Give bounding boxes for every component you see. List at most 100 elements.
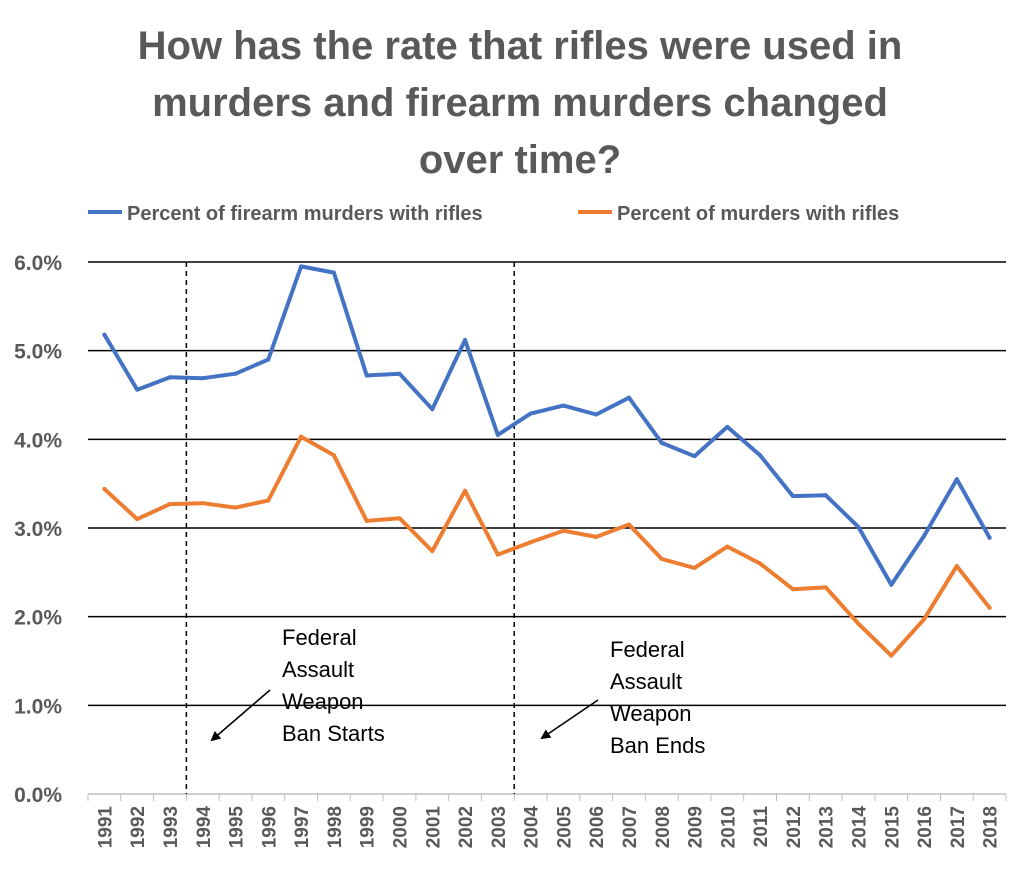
x-tick-label: 1993 [161, 806, 182, 848]
data-point [200, 376, 205, 381]
annotation-text: Weapon [610, 701, 692, 726]
data-point [299, 264, 304, 269]
x-tick-label: 1991 [95, 806, 116, 849]
annotation-text: Federal [610, 637, 685, 662]
data-point [397, 516, 402, 521]
y-tick-label: 5.0% [14, 341, 62, 364]
data-point [889, 653, 894, 658]
annotation-arrow [540, 699, 599, 740]
data-point [364, 373, 369, 378]
x-tick-label: 2015 [882, 806, 903, 849]
data-point [758, 561, 763, 566]
x-tick-label: 2014 [849, 806, 870, 849]
x-tick-label: 2000 [390, 806, 411, 848]
annotation-text: Ban Starts [282, 721, 385, 746]
annotation-text: Federal [282, 625, 357, 650]
annotations: Federal Assault Weapon Ban Starts Federal Ass… [185, 262, 705, 794]
x-tick-label: 1997 [292, 806, 313, 848]
chart-title-line: murders and firearm murders changed [152, 81, 888, 125]
x-tick-label: 2013 [817, 806, 838, 848]
data-point [922, 533, 927, 538]
data-point [495, 432, 500, 437]
x-tick-label: 1999 [358, 806, 379, 848]
y-tick-label: 1.0% [14, 695, 62, 718]
data-point [430, 407, 435, 412]
annotation-text: Weapon [282, 689, 364, 714]
data-point [495, 552, 500, 557]
data-point [987, 535, 992, 540]
y-axis-ticks: 0.0% 1.0% 2.0% 3.0% 4.0% 5.0% 6.0% [14, 252, 62, 807]
data-point [266, 498, 271, 503]
x-tick-label: 2002 [456, 806, 477, 848]
annotation-arrow [210, 689, 271, 742]
data-point [167, 375, 172, 380]
data-point [266, 357, 271, 362]
data-point [397, 371, 402, 376]
data-point [463, 338, 468, 343]
data-point [823, 585, 828, 590]
data-point [626, 522, 631, 527]
x-tick-label: 2018 [981, 806, 1002, 848]
data-point [987, 605, 992, 610]
data-point [790, 587, 795, 592]
x-tick-label: 2017 [948, 806, 969, 848]
data-point [331, 270, 336, 275]
data-point [233, 505, 238, 510]
y-tick-label: 4.0% [14, 429, 62, 452]
data-point [692, 454, 697, 459]
legend: Percent of firearm murders with rifles P… [88, 203, 899, 225]
x-tick-label: 1998 [325, 806, 346, 848]
data-point [233, 371, 238, 376]
y-tick-label: 0.0% [14, 784, 62, 807]
x-tick-label: 2005 [554, 806, 575, 849]
chart-title: How has the rate that rifles were used i… [130, 18, 910, 189]
x-tick-label: 1995 [227, 806, 248, 849]
data-point [954, 564, 959, 569]
x-tick-label: 2010 [718, 806, 739, 848]
data-point [758, 453, 763, 458]
data-point [331, 453, 336, 458]
series-line-firearm [102, 264, 992, 587]
data-point [954, 477, 959, 482]
x-tick-label: 2007 [620, 806, 641, 848]
data-point [528, 540, 533, 545]
data-point [200, 501, 205, 506]
x-tick-label: 1994 [194, 806, 215, 849]
legend-label-murders: Percent of murders with rifles [617, 203, 899, 225]
y-tick-label: 6.0% [14, 252, 62, 275]
data-point [594, 534, 599, 539]
x-tick-label: 2006 [587, 806, 608, 848]
x-tick-label: 2009 [686, 806, 707, 848]
series-line-murders [102, 434, 992, 658]
data-point [856, 621, 861, 626]
data-point [790, 494, 795, 499]
y-tick-label: 2.0% [14, 607, 62, 630]
data-point [561, 528, 566, 533]
data-point [528, 411, 533, 416]
data-point [626, 395, 631, 400]
data-point [135, 387, 140, 392]
series-lines [102, 264, 992, 658]
data-point [659, 440, 664, 445]
gridlines [88, 261, 1006, 795]
x-tick-label: 2011 [751, 806, 772, 848]
data-point [561, 403, 566, 408]
x-tick-label: 2001 [423, 806, 444, 849]
data-point [299, 434, 304, 439]
data-point [430, 549, 435, 554]
data-point [102, 486, 107, 491]
data-point [922, 617, 927, 622]
data-point [889, 582, 894, 587]
y-tick-label: 3.0% [14, 518, 62, 541]
data-point [659, 557, 664, 562]
data-point [594, 412, 599, 417]
data-point [463, 488, 468, 493]
data-point [102, 332, 107, 337]
x-tick-label: 1996 [259, 806, 280, 848]
annotation-text: Ban Ends [610, 733, 705, 758]
x-tick-label: 2012 [784, 806, 805, 848]
data-point [692, 565, 697, 570]
data-point [135, 517, 140, 522]
data-point [364, 518, 369, 523]
